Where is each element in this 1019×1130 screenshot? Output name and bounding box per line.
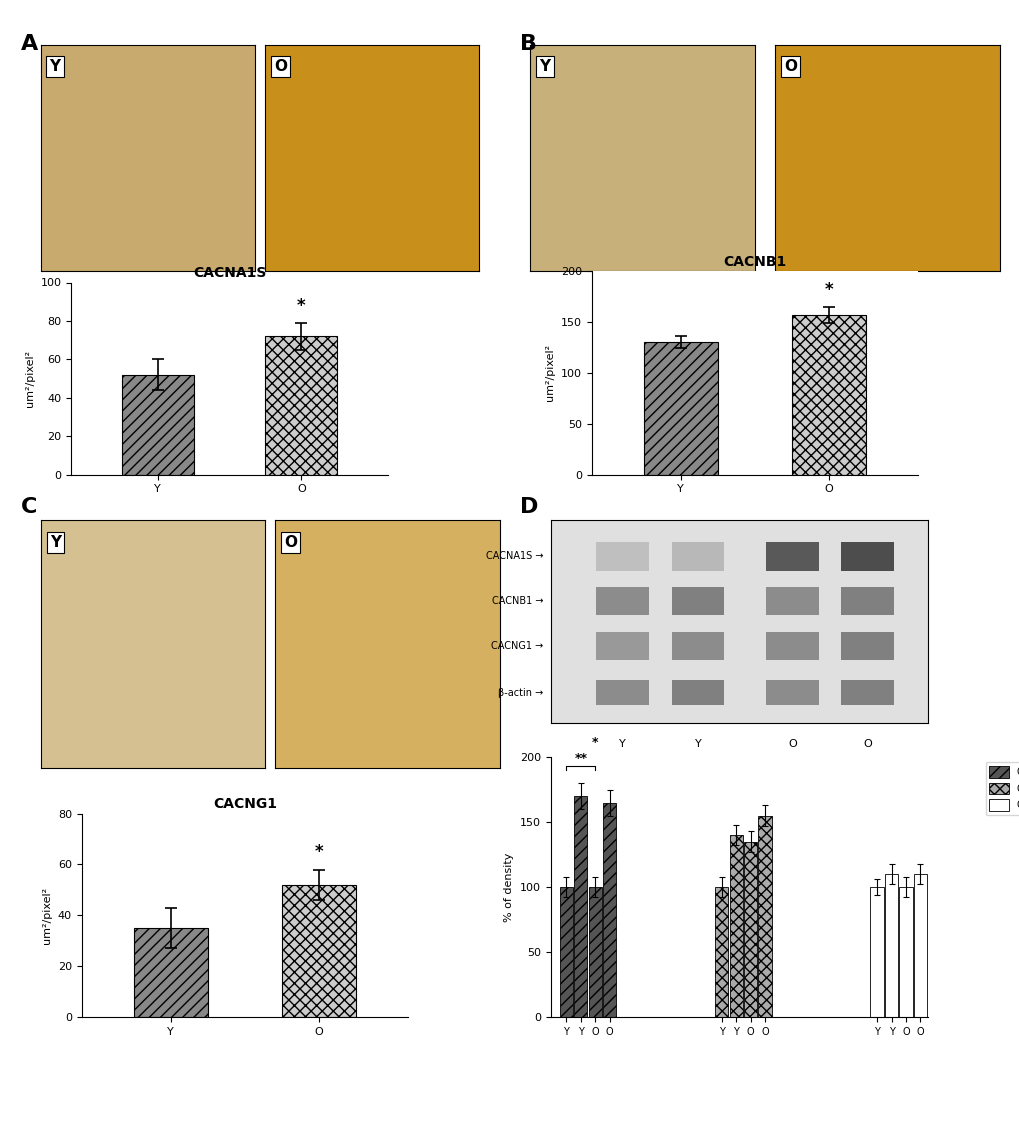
- Bar: [265, 337, 337, 475]
- Text: CACNB1 →: CACNB1 →: [491, 597, 543, 606]
- Bar: [869, 887, 882, 1017]
- Bar: [671, 542, 723, 571]
- Bar: [841, 542, 894, 571]
- Title: CACNA1S: CACNA1S: [193, 266, 266, 280]
- Bar: [758, 816, 771, 1017]
- Text: *: *: [314, 843, 323, 861]
- Bar: [714, 887, 728, 1017]
- Bar: [743, 842, 756, 1017]
- Bar: [595, 632, 648, 660]
- Text: Y: Y: [539, 59, 550, 73]
- Bar: [595, 586, 648, 616]
- Bar: [841, 632, 894, 660]
- Text: Y: Y: [619, 739, 626, 749]
- Bar: [602, 802, 615, 1017]
- Text: CACNG1 →: CACNG1 →: [490, 641, 543, 651]
- Bar: [899, 887, 912, 1017]
- Text: CACNA1S →: CACNA1S →: [485, 551, 543, 562]
- Text: A: A: [20, 34, 38, 54]
- Bar: [671, 632, 723, 660]
- Text: *: *: [591, 737, 598, 749]
- Y-axis label: um²/pixel²: um²/pixel²: [25, 350, 35, 407]
- Text: β-actin →: β-actin →: [497, 688, 543, 697]
- Text: O: O: [273, 59, 286, 73]
- Y-axis label: um²/pixel²: um²/pixel²: [42, 887, 52, 944]
- Bar: [765, 586, 818, 616]
- Bar: [841, 586, 894, 616]
- Y-axis label: um²/pixel²: um²/pixel²: [545, 345, 554, 401]
- Text: **: **: [574, 751, 587, 765]
- Bar: [729, 835, 742, 1017]
- Bar: [791, 315, 865, 475]
- Text: *: *: [297, 297, 306, 315]
- Bar: [765, 542, 818, 571]
- Text: D: D: [520, 497, 538, 518]
- Bar: [643, 342, 717, 475]
- Bar: [588, 887, 601, 1017]
- Text: Y: Y: [49, 59, 60, 73]
- Bar: [559, 887, 573, 1017]
- Text: O: O: [863, 739, 871, 749]
- Bar: [671, 680, 723, 705]
- Text: O: O: [784, 59, 797, 73]
- Text: *: *: [823, 280, 833, 298]
- Bar: [574, 796, 587, 1017]
- Text: B: B: [520, 34, 537, 54]
- Text: Y: Y: [50, 534, 61, 549]
- Bar: [913, 875, 926, 1017]
- Bar: [884, 875, 898, 1017]
- Title: CACNG1: CACNG1: [213, 797, 276, 811]
- Bar: [841, 680, 894, 705]
- Bar: [765, 632, 818, 660]
- Text: O: O: [788, 739, 796, 749]
- Text: Y: Y: [694, 739, 701, 749]
- Title: CACNB1: CACNB1: [722, 254, 786, 269]
- Bar: [595, 680, 648, 705]
- Text: C: C: [20, 497, 37, 518]
- Bar: [121, 375, 194, 475]
- Bar: [595, 542, 648, 571]
- Bar: [281, 885, 356, 1017]
- Bar: [133, 928, 208, 1017]
- Legend: CACNA1S, CACNB1, CACNG1: CACNA1S, CACNB1, CACNG1: [984, 762, 1019, 815]
- Bar: [671, 586, 723, 616]
- Text: O: O: [284, 534, 298, 549]
- Y-axis label: % of density: % of density: [504, 852, 514, 922]
- Bar: [765, 680, 818, 705]
